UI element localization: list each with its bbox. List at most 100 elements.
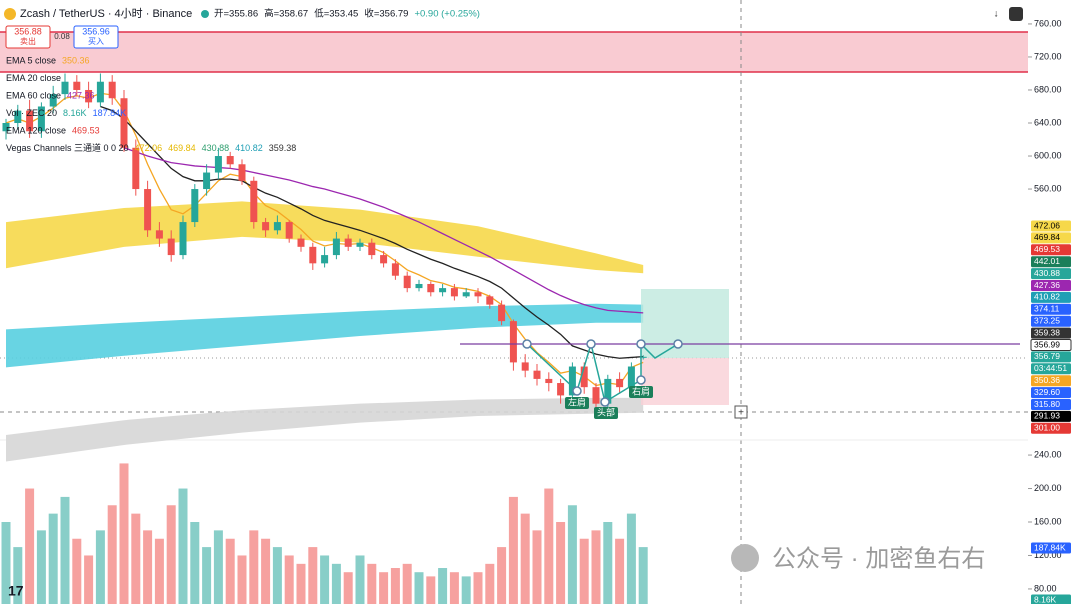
- candle-body: [120, 98, 128, 148]
- volume-bar: [131, 513, 141, 604]
- candle-body: [144, 189, 152, 231]
- volume-bar: [626, 513, 636, 604]
- pattern-point: [636, 375, 646, 385]
- volume-bar: [84, 555, 94, 604]
- candle-body: [2, 123, 10, 132]
- volume-bar: [355, 555, 365, 604]
- legend-value: 187.84K: [93, 108, 127, 118]
- logo: [4, 8, 16, 20]
- price-badge: [1031, 327, 1071, 339]
- ohlc-value: +0.90 (+0.25%): [414, 9, 480, 20]
- legend-name: Vol · ZEC 20: [6, 108, 57, 118]
- legend-name: EMA 60 close: [6, 90, 61, 100]
- price-badge-label: 373.25: [1034, 315, 1060, 325]
- price-badge-label: 359.38: [1034, 327, 1060, 337]
- candle-body: [250, 180, 258, 223]
- candle-body: [580, 366, 588, 388]
- candle-body: [368, 242, 376, 256]
- candle-body: [332, 238, 340, 256]
- price-badge: [1031, 387, 1071, 399]
- price-badge-label: 472.06: [1034, 220, 1060, 230]
- pattern-label: 左肩: [568, 396, 586, 407]
- price-badge: [1031, 303, 1071, 315]
- channel-band: [6, 201, 644, 274]
- buy-box[interactable]: [73, 25, 119, 49]
- volume-bar: [166, 505, 176, 604]
- candle-body: [486, 296, 494, 305]
- buy-label: 买入: [88, 37, 104, 46]
- y-tick-label: 640.00: [1034, 117, 1062, 127]
- volume-bar: [225, 538, 235, 604]
- legend-name: EMA 20 close: [6, 73, 61, 83]
- volume-bar: [36, 530, 46, 604]
- price-badge: [1031, 256, 1071, 268]
- sell-box[interactable]: [5, 25, 51, 49]
- download-icon[interactable]: ↓: [994, 9, 999, 20]
- candle-body: [191, 189, 199, 223]
- candle-body: [203, 172, 211, 190]
- ohlc-value: 开=355.86: [214, 9, 258, 20]
- crosshair-plus[interactable]: [734, 405, 748, 419]
- candle-body: [592, 387, 600, 404]
- price-badge: [1031, 351, 1071, 363]
- ohlc: 开=355.86 高=358.67 低=353.45 收=356.79 +0.90 (+…: [214, 8, 480, 20]
- candle-body: [262, 222, 270, 231]
- candle-body: [26, 110, 34, 132]
- volume-bar: [520, 513, 530, 604]
- candle-body: [439, 288, 447, 293]
- price-badge: [1031, 291, 1071, 303]
- y-tick-label: 680.00: [1034, 84, 1062, 94]
- candle-body: [627, 366, 635, 388]
- price-badge: [1031, 375, 1071, 387]
- pattern-point: [636, 339, 646, 349]
- legend-value: 427.36: [67, 90, 95, 100]
- candle-body: [509, 321, 517, 363]
- legend-value: 359.38: [269, 143, 297, 153]
- candle-body: [321, 255, 329, 264]
- candle-body: [415, 283, 423, 289]
- pattern-points: [522, 339, 683, 407]
- watermark: 公众号 · 加密鱼右右: [772, 545, 985, 572]
- candle-body: [568, 366, 576, 396]
- candle-body: [61, 81, 69, 95]
- volume-bar: [249, 530, 259, 604]
- price-badge-label: 442.01: [1034, 256, 1060, 266]
- plus-glyph: +: [738, 408, 744, 419]
- volume-bar: [379, 572, 389, 604]
- candle-body: [521, 362, 529, 371]
- volume-bar: [390, 568, 400, 604]
- volume-bar: [107, 505, 117, 604]
- volume-bar: [567, 505, 577, 604]
- volume-bar: [426, 576, 436, 604]
- price-badge: [1031, 363, 1071, 375]
- candle-body: [108, 81, 116, 99]
- ohlc-value: 高=358.67: [264, 8, 308, 20]
- candle-body: [226, 156, 234, 165]
- fullscreen-icon[interactable]: [1009, 7, 1023, 21]
- pattern-point: [572, 386, 582, 396]
- volume-bar: [13, 547, 23, 604]
- watermark-icon: [731, 544, 759, 572]
- volume-bar: [213, 530, 223, 604]
- pattern-label: 右肩: [632, 385, 650, 396]
- candle-body: [85, 89, 93, 103]
- y-tick-label: 720.00: [1034, 51, 1062, 61]
- sell-label: 卖出: [20, 36, 36, 46]
- volume-bar: [60, 496, 70, 604]
- volume-bar: [532, 530, 542, 604]
- volume-tick-label: 80.00: [1034, 583, 1057, 593]
- legend-value: 469.53: [72, 125, 100, 135]
- volume-bar: [367, 563, 377, 604]
- symbol: Zcash / TetherUS · 4小时 · Binance: [20, 7, 192, 20]
- candle-body: [155, 230, 163, 239]
- volume-bar: [308, 547, 318, 604]
- price-badge: [1030, 339, 1072, 351]
- volume-bar: [296, 563, 306, 604]
- price-badge: [1031, 280, 1071, 291]
- candle-body: [73, 81, 81, 90]
- volume-tick-label: 120.00: [1034, 550, 1062, 560]
- legend-value: 469.84: [168, 143, 196, 153]
- volume-bar: [414, 572, 424, 604]
